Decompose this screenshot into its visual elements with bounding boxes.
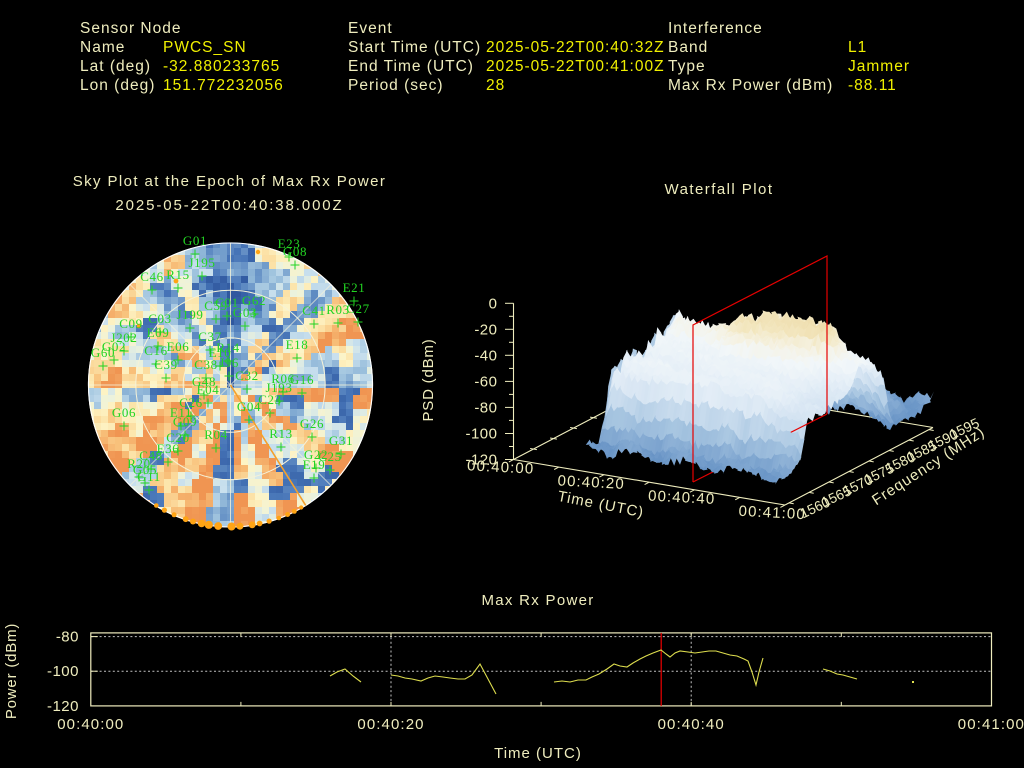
svg-text:C20: C20 xyxy=(166,430,189,445)
svg-text:-60: -60 xyxy=(474,373,497,390)
svg-text:G60: G60 xyxy=(91,345,115,360)
svg-text:R14: R14 xyxy=(216,340,239,355)
svg-text:J195: J195 xyxy=(189,255,216,270)
svg-text:G11: G11 xyxy=(137,469,161,484)
svg-text:C09: C09 xyxy=(119,316,142,331)
svg-text:Max Rx Power: Max Rx Power xyxy=(481,592,594,609)
svg-text:00:41:00: 00:41:00 xyxy=(738,503,806,523)
svg-text:C59: C59 xyxy=(204,298,227,313)
svg-text:G31: G31 xyxy=(329,433,353,448)
svg-text:C38: C38 xyxy=(194,357,217,372)
svg-text:-80: -80 xyxy=(56,629,79,646)
svg-text:Name: Name xyxy=(80,39,125,56)
svg-text:E18: E18 xyxy=(286,337,309,352)
svg-text:G03: G03 xyxy=(233,305,257,320)
svg-text:2025-05-22T00:40:38.000Z: 2025-05-22T00:40:38.000Z xyxy=(115,197,343,214)
svg-text:Event: Event xyxy=(348,20,393,37)
svg-text:0: 0 xyxy=(489,295,498,312)
svg-text:C03: C03 xyxy=(148,311,171,326)
svg-text:C25: C25 xyxy=(318,449,341,464)
svg-text:C26: C26 xyxy=(179,395,202,410)
svg-text:C27: C27 xyxy=(346,301,369,316)
svg-text:Lat (deg): Lat (deg) xyxy=(80,58,151,75)
svg-text:-20: -20 xyxy=(474,321,497,338)
svg-text:G02: G02 xyxy=(102,339,126,354)
svg-text:G62: G62 xyxy=(242,293,266,308)
svg-text:00:40:20: 00:40:20 xyxy=(357,716,424,733)
svg-text:Period (sec): Period (sec) xyxy=(348,77,444,94)
svg-text:E06: E06 xyxy=(167,339,190,354)
svg-text:-120: -120 xyxy=(47,698,79,715)
svg-text:151.772232056: 151.772232056 xyxy=(163,77,284,94)
svg-text:-120: -120 xyxy=(465,452,497,469)
svg-text:G01: G01 xyxy=(183,233,207,248)
svg-text:28: 28 xyxy=(486,77,505,94)
svg-text:00:40:40: 00:40:40 xyxy=(658,716,725,733)
svg-text:PSD (dBm): PSD (dBm) xyxy=(420,338,437,421)
svg-text:C16: C16 xyxy=(144,343,167,358)
svg-text:-100: -100 xyxy=(465,426,497,443)
svg-text:C37: C37 xyxy=(198,329,221,344)
svg-text:G04: G04 xyxy=(237,399,261,414)
svg-text:00:40:00: 00:40:00 xyxy=(57,716,124,733)
svg-text:G06: G06 xyxy=(112,405,136,420)
svg-text:E36: E36 xyxy=(157,441,180,456)
svg-text:-40: -40 xyxy=(474,347,497,364)
svg-text:C01: C01 xyxy=(215,295,238,310)
svg-text:Jammer: Jammer xyxy=(848,58,910,75)
svg-text:C46: C46 xyxy=(140,269,163,284)
svg-text:E23: E23 xyxy=(278,236,301,251)
svg-text:C32: C32 xyxy=(235,368,258,383)
svg-text:J199: J199 xyxy=(177,307,204,322)
svg-text:Waterfall Plot: Waterfall Plot xyxy=(665,181,774,198)
svg-text:E04: E04 xyxy=(197,382,220,397)
svg-text:Sensor Node: Sensor Node xyxy=(80,20,181,37)
svg-text:Sky Plot at the Epoch of Max R: Sky Plot at the Epoch of Max Rx Power xyxy=(73,173,387,190)
svg-text:Max Rx Power (dBm): Max Rx Power (dBm) xyxy=(668,77,833,94)
svg-text:PWCS_SN: PWCS_SN xyxy=(163,39,247,56)
svg-text:C41: C41 xyxy=(302,303,325,318)
svg-text:J202: J202 xyxy=(111,330,138,345)
svg-text:R15: R15 xyxy=(166,267,189,282)
svg-text:G26: G26 xyxy=(300,416,324,431)
svg-text:2025-05-22T00:41:00Z: 2025-05-22T00:41:00Z xyxy=(486,58,665,75)
svg-text:R03: R03 xyxy=(326,302,349,317)
svg-text:C23: C23 xyxy=(258,392,281,407)
svg-text:R20: R20 xyxy=(127,456,150,471)
svg-text:-100: -100 xyxy=(47,663,79,680)
svg-text:Band: Band xyxy=(668,39,708,56)
svg-text:Power (dBm): Power (dBm) xyxy=(3,623,20,719)
svg-text:-80: -80 xyxy=(474,399,497,416)
svg-text:Start Time (UTC): Start Time (UTC) xyxy=(348,39,481,56)
svg-text:00:40:20: 00:40:20 xyxy=(557,472,625,492)
svg-text:Interference: Interference xyxy=(668,20,763,37)
svg-text:R04: R04 xyxy=(204,427,227,442)
svg-text:Lon (deg): Lon (deg) xyxy=(80,77,155,94)
svg-text:00:40:00: 00:40:00 xyxy=(467,457,535,477)
svg-text:C48: C48 xyxy=(139,448,162,463)
svg-text:-88.11: -88.11 xyxy=(848,77,897,94)
svg-text:E11: E11 xyxy=(170,405,192,420)
svg-text:C39: C39 xyxy=(154,357,177,372)
svg-text:R06: R06 xyxy=(271,371,294,386)
svg-text:00:40:40: 00:40:40 xyxy=(648,488,716,508)
svg-text:G22: G22 xyxy=(304,447,328,462)
svg-text:End Time (UTC): End Time (UTC) xyxy=(348,58,474,75)
svg-text:2025-05-22T00:40:32Z: 2025-05-22T00:40:32Z xyxy=(486,39,665,56)
svg-text:00:41:00: 00:41:00 xyxy=(958,716,1024,733)
svg-text:J193: J193 xyxy=(266,380,293,395)
svg-text:E19: E19 xyxy=(303,457,326,472)
svg-text:Time (UTC): Time (UTC) xyxy=(494,745,582,762)
svg-text:Type: Type xyxy=(668,58,706,75)
svg-text:E10: E10 xyxy=(209,345,232,360)
svg-text:L1: L1 xyxy=(848,39,867,56)
svg-text:R13: R13 xyxy=(269,426,292,441)
svg-text:G16: G16 xyxy=(290,372,314,387)
svg-text:E21: E21 xyxy=(343,280,366,295)
svg-text:-32.880233765: -32.880233765 xyxy=(163,58,280,75)
